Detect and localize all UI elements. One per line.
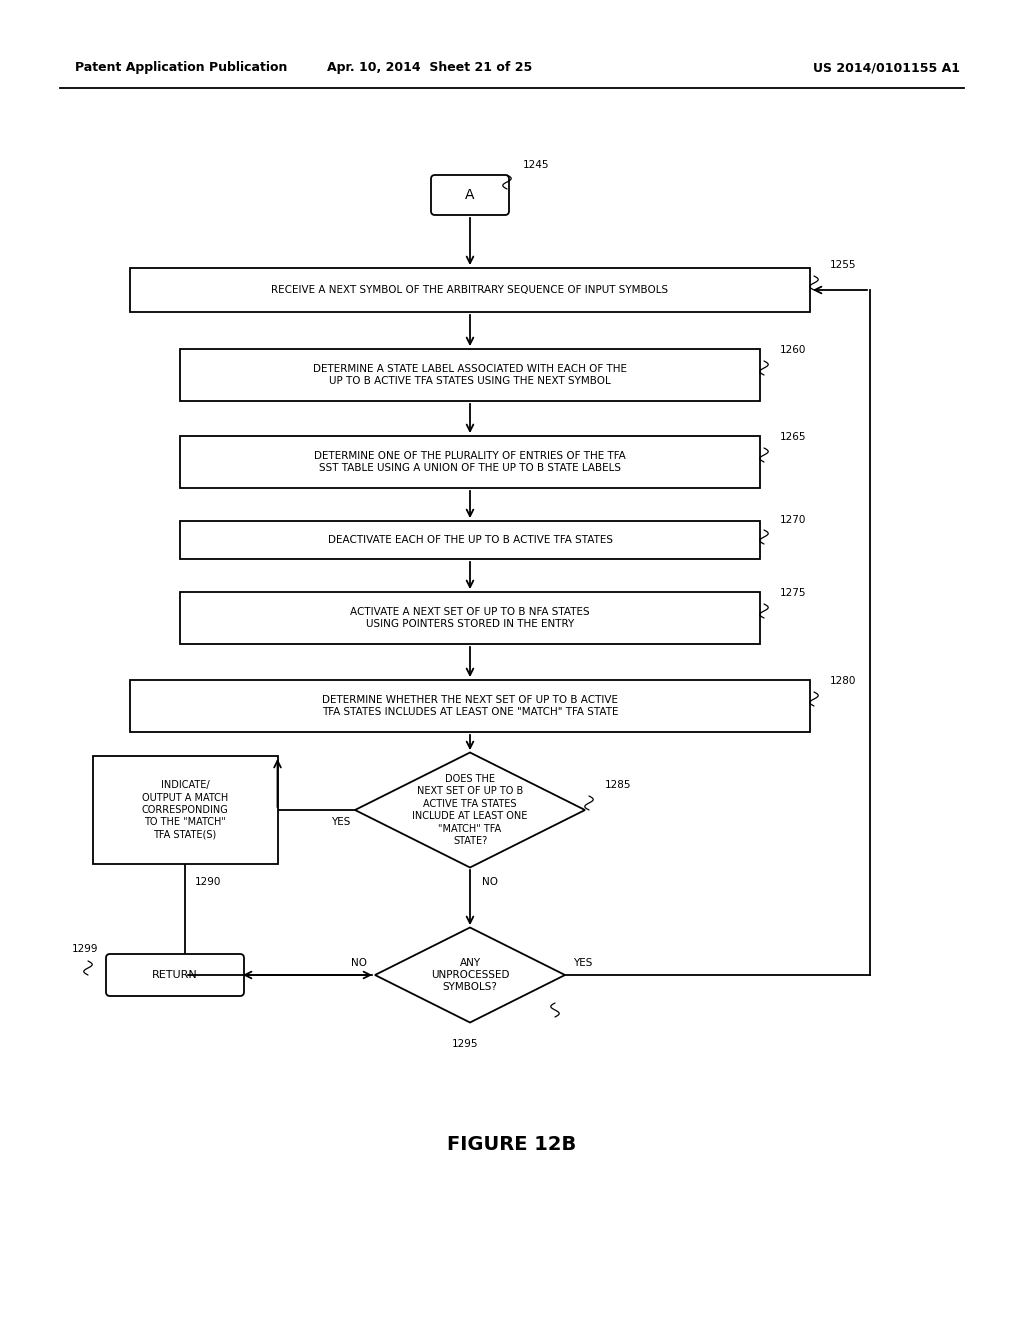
Text: 1245: 1245 [523, 160, 550, 170]
Text: ANY
UNPROCESSED
SYMBOLS?: ANY UNPROCESSED SYMBOLS? [431, 957, 509, 993]
Text: DETERMINE WHETHER THE NEXT SET OF UP TO B ACTIVE
TFA STATES INCLUDES AT LEAST ON: DETERMINE WHETHER THE NEXT SET OF UP TO … [322, 694, 618, 717]
Text: RECEIVE A NEXT SYMBOL OF THE ARBITRARY SEQUENCE OF INPUT SYMBOLS: RECEIVE A NEXT SYMBOL OF THE ARBITRARY S… [271, 285, 669, 294]
FancyBboxPatch shape [180, 436, 760, 488]
FancyBboxPatch shape [106, 954, 244, 997]
Text: DETERMINE A STATE LABEL ASSOCIATED WITH EACH OF THE
UP TO B ACTIVE TFA STATES US: DETERMINE A STATE LABEL ASSOCIATED WITH … [313, 364, 627, 387]
Text: NO: NO [482, 876, 498, 887]
Text: DOES THE
NEXT SET OF UP TO B
ACTIVE TFA STATES
INCLUDE AT LEAST ONE
"MATCH" TFA
: DOES THE NEXT SET OF UP TO B ACTIVE TFA … [413, 774, 527, 846]
Text: YES: YES [331, 817, 350, 828]
Text: RETURN: RETURN [153, 970, 198, 979]
Text: DEACTIVATE EACH OF THE UP TO B ACTIVE TFA STATES: DEACTIVATE EACH OF THE UP TO B ACTIVE TF… [328, 535, 612, 545]
Text: 1290: 1290 [195, 876, 221, 887]
FancyBboxPatch shape [130, 268, 810, 312]
Text: ACTIVATE A NEXT SET OF UP TO B NFA STATES
USING POINTERS STORED IN THE ENTRY: ACTIVATE A NEXT SET OF UP TO B NFA STATE… [350, 607, 590, 630]
Text: 1295: 1295 [452, 1039, 478, 1049]
FancyBboxPatch shape [431, 176, 509, 215]
Text: 1275: 1275 [780, 587, 807, 598]
Text: Apr. 10, 2014  Sheet 21 of 25: Apr. 10, 2014 Sheet 21 of 25 [328, 62, 532, 74]
Text: 1280: 1280 [830, 676, 856, 686]
Text: Patent Application Publication: Patent Application Publication [75, 62, 288, 74]
Text: 1285: 1285 [605, 780, 632, 789]
Text: DETERMINE ONE OF THE PLURALITY OF ENTRIES OF THE TFA
SST TABLE USING A UNION OF : DETERMINE ONE OF THE PLURALITY OF ENTRIE… [314, 451, 626, 473]
Text: FIGURE 12B: FIGURE 12B [447, 1135, 577, 1155]
Text: 1270: 1270 [780, 515, 806, 525]
FancyBboxPatch shape [180, 521, 760, 558]
Text: INDICATE/
OUTPUT A MATCH
CORRESPONDING
TO THE "MATCH"
TFA STATE(S): INDICATE/ OUTPUT A MATCH CORRESPONDING T… [141, 780, 228, 840]
Text: A: A [465, 187, 475, 202]
FancyBboxPatch shape [180, 348, 760, 401]
Text: NO: NO [351, 958, 367, 968]
Text: US 2014/0101155 A1: US 2014/0101155 A1 [813, 62, 961, 74]
FancyBboxPatch shape [180, 591, 760, 644]
Text: 1265: 1265 [780, 432, 807, 442]
Text: 1299: 1299 [72, 944, 98, 954]
Text: 1255: 1255 [830, 260, 856, 271]
Text: YES: YES [573, 958, 592, 968]
FancyBboxPatch shape [130, 680, 810, 733]
Polygon shape [375, 928, 565, 1023]
FancyBboxPatch shape [92, 756, 278, 865]
Polygon shape [355, 752, 585, 867]
Text: 1260: 1260 [780, 345, 806, 355]
